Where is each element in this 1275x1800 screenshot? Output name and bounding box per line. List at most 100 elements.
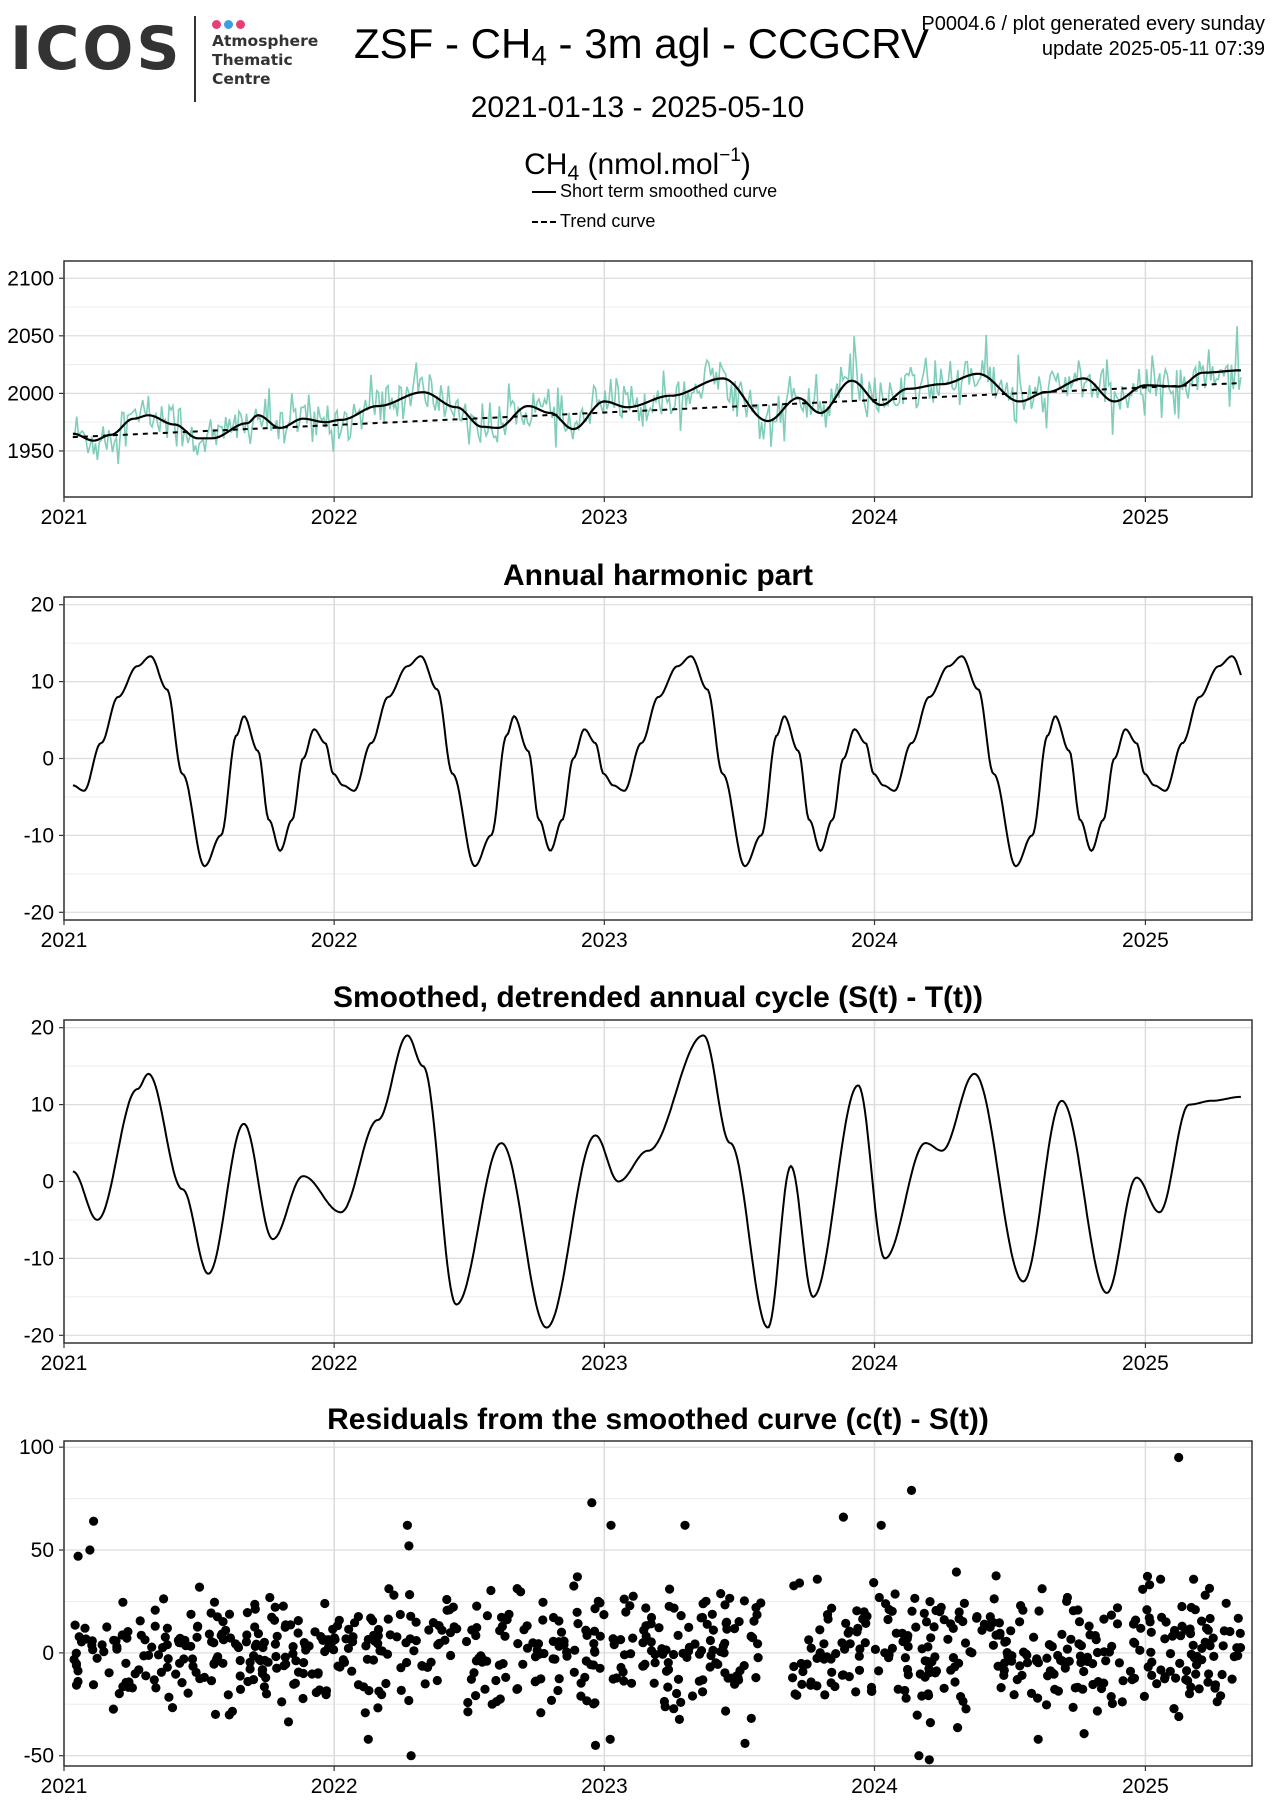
residual-point <box>1062 1596 1072 1606</box>
residual-point <box>1142 1571 1153 1581</box>
residual-point <box>739 1596 750 1606</box>
plot-meta: P0004.6 / plot generated every sunday up… <box>921 12 1265 62</box>
residual-point <box>917 1644 927 1654</box>
header: ICOS Atmosphere Thematic Centre ZSF - CH… <box>0 0 1275 240</box>
residual-point <box>590 1647 600 1657</box>
residual-point <box>316 1632 326 1642</box>
chart-title: Residuals from the smoothed curve (c(t) … <box>327 1403 989 1436</box>
residual-point <box>713 1659 723 1669</box>
residual-point <box>502 1615 512 1625</box>
residual-point <box>572 1572 583 1582</box>
residual-point <box>405 1634 415 1644</box>
residual-point <box>241 1637 251 1647</box>
residual-point <box>698 1599 708 1609</box>
residual-point <box>1161 1617 1171 1627</box>
residual-point <box>722 1624 732 1634</box>
residual-point <box>599 1610 609 1620</box>
residual-point <box>1203 1677 1213 1687</box>
residual-point <box>114 1689 124 1699</box>
residual-point <box>235 1655 245 1666</box>
residual-point <box>461 1636 472 1647</box>
residual-point <box>751 1673 761 1683</box>
residual-point <box>1099 1614 1109 1624</box>
residual-point <box>900 1685 910 1696</box>
residual-point <box>204 1629 214 1639</box>
residual-point <box>1135 1645 1145 1655</box>
residual-point <box>797 1679 807 1689</box>
residual-point <box>298 1693 308 1704</box>
residual-point <box>1009 1690 1019 1700</box>
residual-point <box>522 1643 533 1653</box>
x-tick-label: 2021 <box>41 929 88 952</box>
residual-outlier <box>876 1520 886 1530</box>
residual-point <box>907 1606 917 1616</box>
residual-point <box>291 1656 301 1666</box>
residual-point <box>150 1621 160 1631</box>
residual-outlier <box>587 1498 597 1508</box>
residual-point <box>823 1614 833 1624</box>
residual-point <box>163 1654 173 1664</box>
residual-point <box>1112 1603 1123 1613</box>
residual-point <box>1042 1653 1052 1663</box>
residual-point <box>373 1703 383 1713</box>
residual-point <box>1060 1663 1070 1673</box>
residual-point <box>1136 1623 1146 1633</box>
y-tick-label: 0 <box>42 1171 54 1194</box>
residual-point <box>162 1623 172 1633</box>
residual-point <box>707 1609 717 1619</box>
residual-point <box>1210 1680 1221 1690</box>
residual-point <box>187 1654 198 1664</box>
residual-point <box>73 1666 83 1676</box>
residual-point <box>672 1688 682 1699</box>
residual-point <box>676 1697 686 1707</box>
residual-point <box>104 1668 114 1678</box>
residual-point <box>1169 1625 1180 1636</box>
residual-point <box>753 1639 763 1649</box>
residual-point <box>363 1634 373 1645</box>
residual-point <box>210 1709 221 1719</box>
residual-point <box>1227 1674 1237 1684</box>
residual-point <box>395 1609 405 1620</box>
residual-point <box>80 1623 90 1633</box>
residual-point <box>1156 1665 1166 1675</box>
y-tick-label: 20 <box>31 1017 54 1040</box>
residual-point <box>1142 1605 1152 1615</box>
residual-point <box>1112 1619 1123 1629</box>
residual-outlier <box>1174 1452 1184 1463</box>
residual-point <box>830 1681 840 1692</box>
residual-point <box>674 1714 685 1724</box>
residual-outlier <box>680 1520 690 1530</box>
residual-point <box>669 1704 679 1714</box>
residual-point <box>130 1669 140 1679</box>
residual-point <box>951 1567 962 1577</box>
residual-point <box>109 1635 119 1645</box>
residual-point <box>1233 1651 1243 1661</box>
residual-point <box>619 1676 629 1686</box>
residual-point <box>708 1625 719 1635</box>
residual-point <box>1015 1661 1025 1671</box>
y-tick-label: -10 <box>24 1247 54 1270</box>
residual-point <box>569 1581 579 1591</box>
residual-point <box>102 1622 112 1632</box>
residual-point <box>177 1678 187 1688</box>
residual-point <box>235 1671 245 1681</box>
residual-point <box>1066 1634 1076 1644</box>
residual-point <box>538 1597 548 1607</box>
residual-point <box>1034 1606 1044 1616</box>
residual-point <box>1029 1632 1039 1642</box>
residual-outlier <box>85 1545 95 1555</box>
residual-point <box>581 1625 591 1635</box>
residual-point <box>844 1626 855 1636</box>
residual-point <box>192 1632 202 1642</box>
residual-point <box>1205 1641 1215 1651</box>
residual-point <box>1189 1574 1199 1584</box>
residual-point <box>153 1650 164 1660</box>
residual-point <box>1221 1598 1231 1608</box>
residual-point <box>405 1590 415 1600</box>
residual-point <box>472 1601 482 1611</box>
residual-point <box>272 1663 282 1673</box>
residual-point <box>819 1639 829 1649</box>
residual-point <box>723 1673 733 1683</box>
residual-point <box>375 1646 385 1656</box>
residual-point <box>183 1688 193 1698</box>
